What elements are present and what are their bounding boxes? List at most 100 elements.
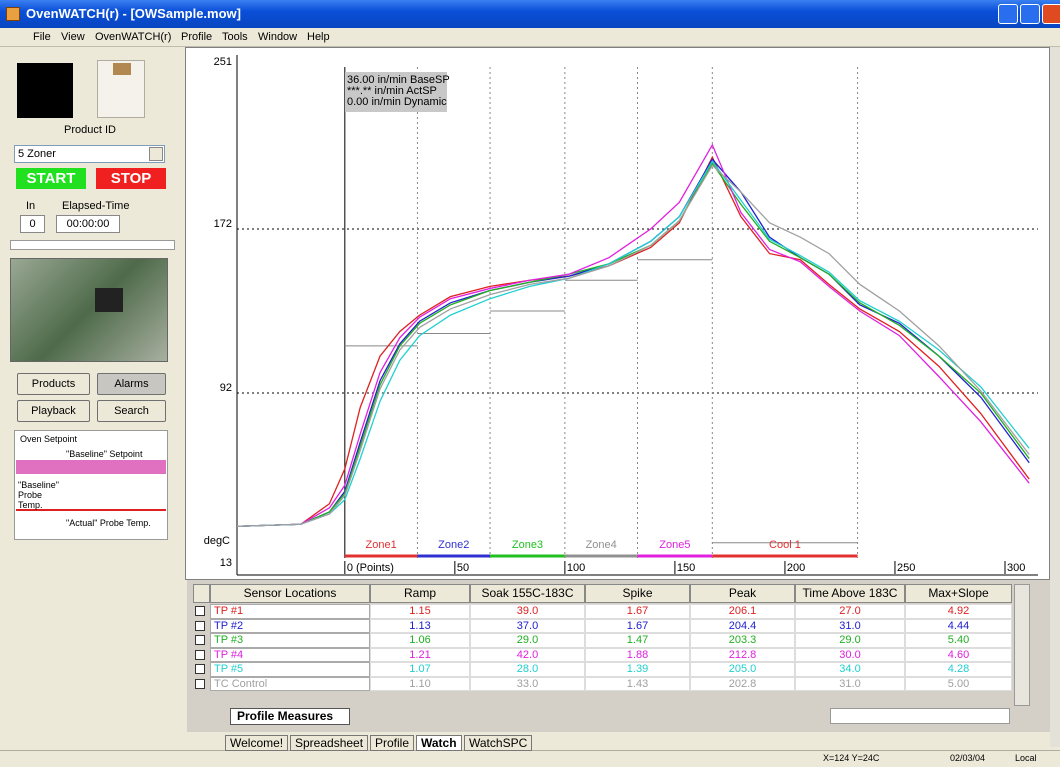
- menu-item[interactable]: Help: [307, 31, 330, 43]
- status-field: 02/03/04: [950, 753, 985, 763]
- column-header: Sensor Locations: [210, 584, 370, 603]
- elapsed-field: 00:00:00: [56, 215, 120, 233]
- table-cell: 1.21: [370, 648, 470, 663]
- table-cell: 31.0: [795, 677, 905, 692]
- menu-item[interactable]: Window: [258, 31, 297, 43]
- board-image: [10, 258, 168, 362]
- table-cell: 34.0: [795, 662, 905, 677]
- product-id-label: Product ID: [0, 124, 180, 136]
- elapsed-label: Elapsed-Time: [62, 200, 129, 212]
- status-field: X=124 Y=24C: [823, 753, 879, 763]
- column-header: Peak: [690, 584, 795, 603]
- table-cell: 37.0: [470, 619, 585, 634]
- table-cell: 1.67: [585, 619, 690, 634]
- table-cell: 1.43: [585, 677, 690, 692]
- table-cell: 212.8: [690, 648, 795, 663]
- hscroll[interactable]: [830, 708, 1010, 724]
- menu-item[interactable]: OvenWATCH(r): [95, 31, 171, 43]
- table-cell: 1.39: [585, 662, 690, 677]
- table-cell: 1.13: [370, 619, 470, 634]
- table-cell: 1.88: [585, 648, 690, 663]
- table-cell: 5.40: [905, 633, 1012, 648]
- column-header: Spike: [585, 584, 690, 603]
- board-chip: [95, 288, 123, 312]
- table-cell: 204.4: [690, 619, 795, 634]
- sensor-name: TC Control: [210, 677, 370, 692]
- window-title: OvenWATCH(r) - [OWSample.mow]: [26, 6, 241, 21]
- legend-band: [16, 460, 166, 474]
- sheet-tab[interactable]: Profile Measures: [230, 708, 350, 725]
- view-tab[interactable]: Watch: [416, 735, 462, 751]
- row-checkbox[interactable]: [195, 635, 205, 645]
- sidebar-button[interactable]: Playback: [17, 400, 90, 422]
- table-corner: [193, 584, 210, 603]
- table-scrollbar[interactable]: [1014, 584, 1030, 706]
- table-cell: 1.15: [370, 604, 470, 619]
- table-cell: 4.92: [905, 604, 1012, 619]
- view-tab[interactable]: Spreadsheet: [290, 735, 368, 751]
- stop-button[interactable]: STOP: [96, 168, 166, 189]
- row-checkbox[interactable]: [195, 650, 205, 660]
- legend-text: "Baseline" Probe Temp.: [18, 480, 68, 510]
- column-header: Time Above 183C: [795, 584, 905, 603]
- product-select[interactable]: 5 Zoner: [14, 145, 165, 163]
- start-button[interactable]: START: [16, 168, 86, 189]
- view-tab[interactable]: WatchSPC: [464, 735, 532, 751]
- sensor-name: TP #1: [210, 604, 370, 619]
- close-button[interactable]: [1042, 4, 1060, 24]
- maximize-button[interactable]: [1020, 4, 1040, 24]
- sensor-name: TP #2: [210, 619, 370, 634]
- table-cell: 29.0: [795, 633, 905, 648]
- product-swatch: [17, 63, 73, 118]
- progress-bar: [10, 240, 175, 250]
- menu-item[interactable]: File: [33, 31, 51, 43]
- column-header: Max+Slope: [905, 584, 1012, 603]
- table-cell: 202.8: [690, 677, 795, 692]
- sensor-name: TP #5: [210, 662, 370, 677]
- table-cell: 42.0: [470, 648, 585, 663]
- chart-panel: [185, 47, 1050, 580]
- row-checkbox[interactable]: [195, 679, 205, 689]
- menu-item[interactable]: Profile: [181, 31, 212, 43]
- table-cell: 1.06: [370, 633, 470, 648]
- menu-item[interactable]: Tools: [222, 31, 248, 43]
- table-cell: 5.00: [905, 677, 1012, 692]
- column-header: Soak 155C-183C: [470, 584, 585, 603]
- legend-text: "Baseline" Setpoint: [66, 449, 166, 459]
- table-cell: 28.0: [470, 662, 585, 677]
- menu-item[interactable]: View: [61, 31, 85, 43]
- table-cell: 1.10: [370, 677, 470, 692]
- row-checkbox[interactable]: [195, 664, 205, 674]
- app-window: OvenWATCH(r) - [OWSample.mow] File View Ov…: [0, 0, 1060, 767]
- sidebar-button[interactable]: Alarms: [97, 373, 166, 395]
- table-cell: 1.07: [370, 662, 470, 677]
- row-checkbox[interactable]: [195, 621, 205, 631]
- table-cell: 1.67: [585, 604, 690, 619]
- table-cell: 39.0: [470, 604, 585, 619]
- sidebar-button[interactable]: Search: [97, 400, 166, 422]
- table-cell: 4.28: [905, 662, 1012, 677]
- table-cell: 30.0: [795, 648, 905, 663]
- view-tab[interactable]: Profile: [370, 735, 414, 751]
- row-checkbox[interactable]: [195, 606, 205, 616]
- table-cell: 33.0: [470, 677, 585, 692]
- status-field: Local: [1015, 753, 1037, 763]
- table-cell: 4.60: [905, 648, 1012, 663]
- table-cell: 205.0: [690, 662, 795, 677]
- column-header: Ramp: [370, 584, 470, 603]
- minimize-button[interactable]: [998, 4, 1018, 24]
- dropdown-arrow[interactable]: [149, 147, 163, 161]
- view-tab[interactable]: Welcome!: [225, 735, 288, 751]
- scrollbar[interactable]: [1050, 47, 1060, 747]
- legend-text: Oven Setpoint: [20, 434, 120, 444]
- sidebar-button[interactable]: Products: [17, 373, 90, 395]
- app-icon: [6, 7, 20, 21]
- in-label: In: [26, 200, 35, 212]
- in-field: 0: [20, 215, 45, 233]
- table-cell: 29.0: [470, 633, 585, 648]
- table-cell: 27.0: [795, 604, 905, 619]
- status-bar: [0, 750, 1060, 767]
- sensor-name: TP #4: [210, 648, 370, 663]
- table-cell: 1.47: [585, 633, 690, 648]
- table-cell: 206.1: [690, 604, 795, 619]
